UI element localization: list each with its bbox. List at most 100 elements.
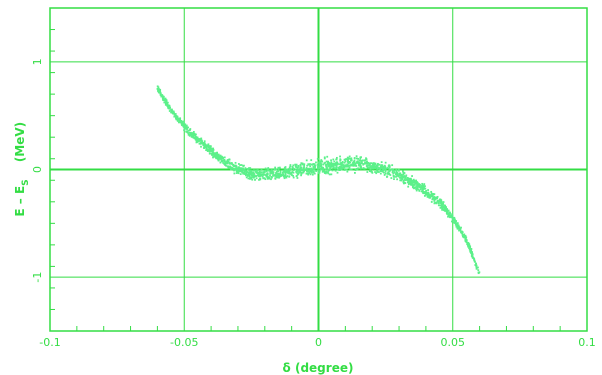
- data-point: [192, 133, 194, 136]
- data-point: [456, 222, 459, 224]
- data-point: [330, 161, 333, 164]
- data-point: [260, 169, 263, 171]
- data-point: [244, 167, 247, 170]
- data-point: [430, 193, 433, 196]
- data-point: [370, 167, 373, 170]
- data-point: [176, 119, 179, 122]
- data-point: [372, 167, 375, 170]
- data-point: [419, 188, 422, 190]
- data-point: [395, 170, 398, 173]
- data-point: [217, 158, 219, 161]
- data-point: [228, 161, 231, 164]
- x-tick-labels: -0.1 -0.05 0 0.05 0.1: [39, 336, 595, 349]
- data-point: [179, 117, 182, 120]
- data-point: [173, 113, 176, 116]
- data-point: [255, 172, 258, 174]
- data-point: [263, 177, 266, 180]
- data-point: [303, 164, 306, 167]
- data-point: [331, 169, 334, 172]
- data-point: [164, 101, 167, 103]
- data-point: [349, 164, 352, 166]
- data-point: [413, 183, 415, 186]
- data-point: [173, 111, 175, 114]
- data-point: [371, 165, 373, 167]
- data-point: [318, 170, 320, 173]
- data-point: [274, 177, 277, 180]
- data-point: [213, 155, 216, 158]
- data-point: [470, 248, 473, 250]
- data-point: [219, 161, 222, 164]
- data-point: [320, 166, 323, 169]
- data-point: [329, 162, 332, 165]
- data-point: [453, 218, 456, 221]
- data-point: [399, 176, 401, 179]
- data-point: [314, 164, 317, 167]
- data-point: [323, 172, 326, 174]
- data-point: [360, 165, 362, 168]
- data-point: [195, 133, 197, 136]
- data-point: [290, 168, 293, 171]
- data-point: [368, 164, 371, 167]
- data-point: [370, 162, 373, 165]
- data-point: [463, 234, 466, 237]
- data-point: [232, 164, 234, 166]
- data-point: [355, 155, 358, 158]
- data-point: [247, 177, 250, 180]
- data-point: [304, 168, 307, 171]
- data-point: [359, 159, 362, 162]
- data-point: [295, 175, 298, 178]
- data-point: [231, 166, 234, 169]
- data-point: [348, 155, 351, 158]
- data-point: [409, 179, 412, 182]
- data-point: [232, 167, 235, 170]
- data-point: [307, 172, 310, 175]
- data-point: [324, 161, 327, 164]
- data-point: [272, 174, 274, 177]
- data-point: [330, 164, 333, 167]
- data-point: [399, 172, 402, 175]
- data-point: [320, 168, 323, 171]
- data-point: [358, 161, 361, 164]
- data-point: [463, 233, 466, 236]
- data-point: [329, 167, 332, 170]
- data-point: [382, 169, 385, 172]
- data-point: [474, 260, 476, 263]
- data-point: [240, 167, 243, 170]
- data-point: [430, 190, 433, 193]
- data-point: [271, 169, 274, 172]
- data-point: [161, 94, 164, 96]
- data-point: [275, 168, 278, 171]
- data-point: [313, 168, 315, 171]
- data-point: [190, 135, 193, 138]
- data-point: [167, 107, 170, 110]
- data-point: [168, 104, 171, 107]
- data-point: [299, 168, 302, 171]
- data-point: [237, 170, 240, 173]
- data-point: [214, 154, 217, 156]
- data-point: [375, 169, 378, 172]
- data-point: [346, 165, 349, 168]
- data-point: [369, 166, 371, 169]
- data-point: [281, 172, 284, 174]
- data-point: [458, 229, 460, 232]
- data-point: [217, 153, 220, 156]
- data-point: [270, 175, 273, 178]
- data-point: [336, 171, 339, 174]
- data-point: [233, 165, 235, 168]
- data-point: [467, 244, 470, 247]
- data-point: [307, 170, 310, 172]
- data-point: [315, 170, 318, 172]
- y-axis-label-text: E – E: [13, 186, 27, 217]
- data-point: [288, 170, 291, 173]
- data-point: [438, 200, 441, 203]
- data-point: [206, 148, 208, 151]
- data-point: [440, 201, 443, 204]
- data-point: [350, 168, 353, 171]
- data-point: [415, 188, 418, 190]
- data-point: [393, 178, 395, 181]
- data-point: [422, 185, 425, 187]
- data-point: [249, 172, 252, 174]
- data-point: [457, 227, 460, 230]
- data-point: [353, 161, 356, 164]
- data-point: [325, 170, 328, 173]
